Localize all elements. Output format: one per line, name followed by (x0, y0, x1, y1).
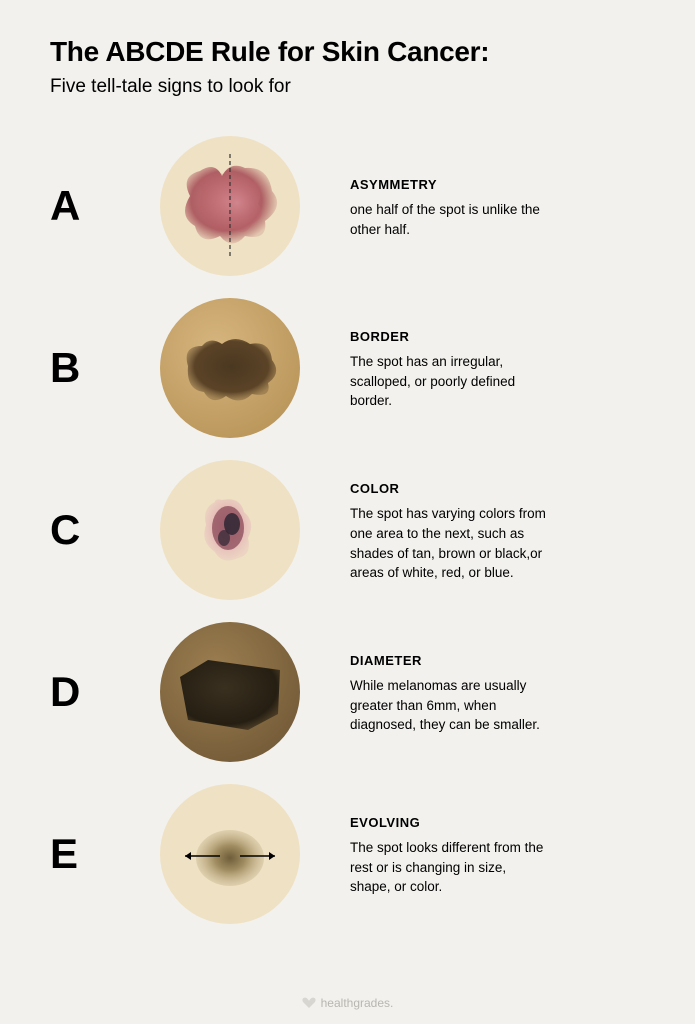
rule-label: DIAMETER (350, 653, 645, 668)
rule-illustration-asymmetry (130, 136, 330, 276)
rule-row: B (50, 298, 645, 438)
rule-row: D (50, 622, 645, 762)
rule-illustration-border (130, 298, 330, 438)
rule-label: BORDER (350, 329, 645, 344)
rule-row: C COLOR The (50, 460, 645, 600)
rule-illustration-color (130, 460, 330, 600)
rule-label: COLOR (350, 481, 645, 496)
rule-illustration-evolving (130, 784, 330, 924)
rule-letter: C (50, 506, 110, 554)
rule-desc: The spot has an irregular, scalloped, or… (350, 352, 550, 411)
page-subtitle: Five tell-tale signs to look for (50, 76, 645, 98)
rule-desc: one half of the spot is unlike the other… (350, 200, 550, 239)
rule-row: A (50, 136, 645, 276)
rule-letter: A (50, 182, 110, 230)
rule-letter: B (50, 344, 110, 392)
footer-brand-text: healthgrades. (321, 996, 394, 1010)
footer-brand: healthgrades. (0, 996, 695, 1010)
heart-icon (302, 997, 316, 1009)
rules-list: A (50, 136, 645, 924)
rule-letter: D (50, 668, 110, 716)
rule-label: ASYMMETRY (350, 177, 645, 192)
rule-letter: E (50, 830, 110, 878)
rule-desc: The spot has varying colors from one are… (350, 504, 550, 582)
rule-desc: The spot looks different from the rest o… (350, 838, 550, 897)
rule-illustration-diameter (130, 622, 330, 762)
rule-label: EVOLVING (350, 815, 645, 830)
page-title: The ABCDE Rule for Skin Cancer: (50, 36, 645, 68)
rule-row: E (50, 784, 645, 924)
rule-desc: While melanomas are usually greater than… (350, 676, 550, 735)
